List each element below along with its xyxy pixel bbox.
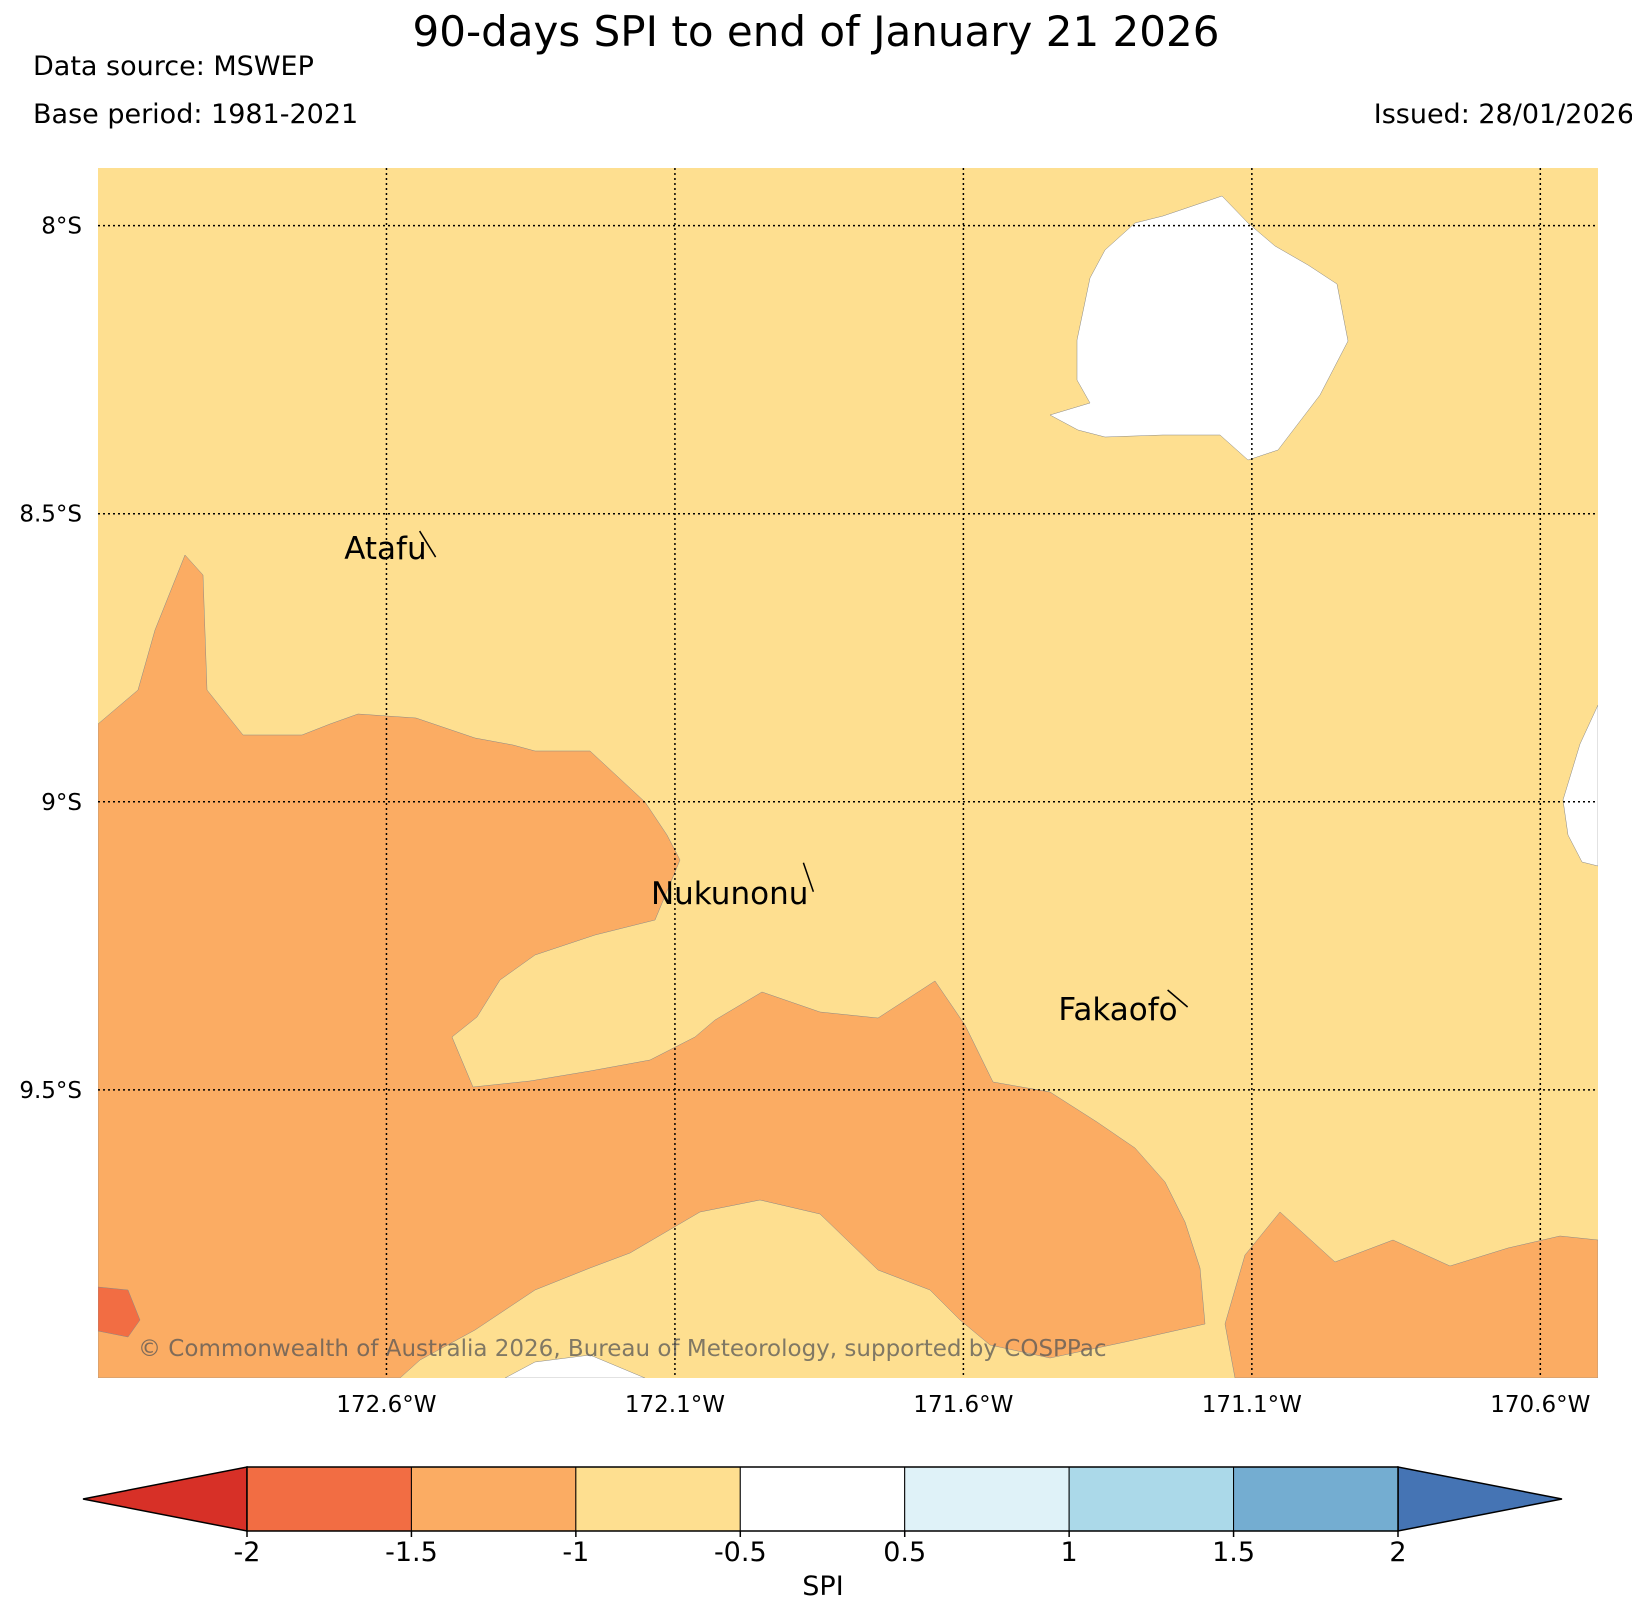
lat-lon-gridlines [98,168,1598,1378]
lat-tick-label: 9°S [41,790,82,816]
lon-tick-label: 172.6°W [336,1392,436,1418]
lat-tick-label: 8°S [41,214,82,240]
colorbar-under-arrow [82,1466,248,1532]
copyright-watermark: © Commonwealth of Australia 2026, Bureau… [138,1336,1107,1362]
place-label: Fakaofo [1058,992,1177,1028]
map-area: © Commonwealth of Australia 2026, Bureau… [98,168,1598,1378]
lon-tick-label: 170.6°W [1490,1392,1590,1418]
lon-tick-label: 171.1°W [1202,1392,1302,1418]
colorbar-tick-labels: -2 -1.5 -1 -0.5 0.5 1 1.5 2 [234,1531,1407,1568]
lat-tick-label: 9.5°S [19,1078,82,1104]
lat-tick-label: 8.5°S [19,502,82,528]
colorbar-segment [246,1466,412,1532]
colorbar-tick-label: -1.5 [385,1537,438,1568]
spi-region-minus1.5-to-minus1-south-east [1224,1211,1598,1378]
colorbar-over-arrow [1397,1466,1563,1532]
colorbar-segment [904,1466,1070,1532]
colorbar-segment [575,1466,741,1532]
colorbar-segment [1068,1466,1235,1532]
colorbar-segments [82,1466,1563,1532]
colorbar-tick-label: 0.5 [883,1537,926,1568]
spi-region-minus2-to-minus1.5 [98,1286,141,1338]
colorbar-outline [246,1466,1399,1532]
colorbar-tick-label: 1 [1061,1537,1078,1568]
latitude-tick-labels: 8°S 8.5°S 9°S 9.5°S [19,214,82,1104]
spi-region-neutral-east [1562,704,1598,867]
place-marker [418,530,437,558]
map-title: 90-days SPI to end of January 21 2026 [412,7,1220,56]
base-period-label: Base period: 1981-2021 [33,99,359,130]
colorbar-tick-label: -1 [562,1537,589,1568]
colorbar-tick-label: 1.5 [1212,1537,1255,1568]
spi-map: © Commonwealth of Australia 2026, Bureau… [19,168,1598,1418]
spi-region-neutral-south [504,1354,646,1378]
spi-region-neutral-north [1049,195,1349,461]
place-marker [1167,989,1189,1008]
colorbar-segment [410,1466,577,1532]
colorbar-tick-label: 2 [1389,1537,1406,1568]
lon-tick-label: 172.1°W [625,1392,725,1418]
data-source-label: Data source: MSWEP [33,51,314,82]
place-label: Atafu [344,531,426,567]
colorbar-segment [1233,1466,1399,1532]
lon-tick-label: 171.6°W [913,1392,1013,1418]
issued-label: Issued: 28/01/2026 [1373,99,1632,130]
colorbar-tick-label: -2 [234,1537,261,1568]
place-labels: Atafu Nukunonu Fakaofo [344,530,1189,1028]
place-marker [802,862,815,893]
colorbar-label: SPI [802,1571,843,1602]
spi-region-minus1.5-to-minus1 [98,554,1206,1378]
longitude-tick-labels: 172.6°W 172.1°W 171.6°W 171.1°W 170.6°W [336,1392,1590,1418]
place-label: Nukunonu [651,876,808,912]
colorbar-segment [739,1466,906,1532]
colorbar-tick-label: -0.5 [714,1537,767,1568]
